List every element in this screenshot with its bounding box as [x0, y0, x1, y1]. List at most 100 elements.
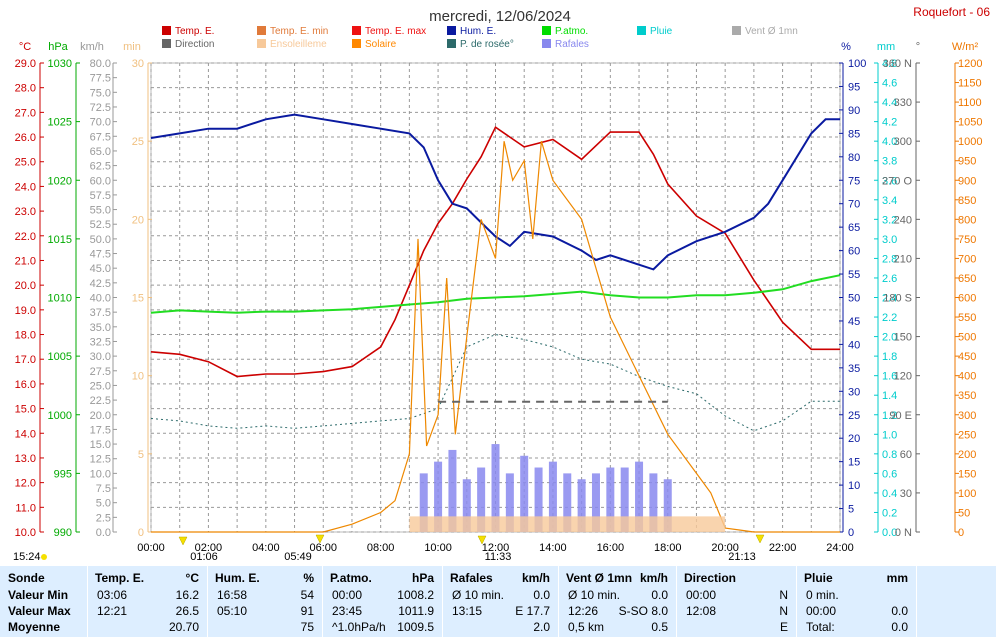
- tick-label: 20: [132, 214, 144, 226]
- tick-label: 1100: [958, 97, 982, 109]
- summary-cell: 0,5 km: [568, 620, 605, 634]
- tick-label: 18.0: [15, 330, 36, 342]
- tick-label: 0: [958, 527, 964, 539]
- sun-time-label: 01:06: [190, 551, 218, 563]
- tick-label: 15.0: [90, 439, 111, 451]
- summary-cell: 00:00: [806, 604, 837, 618]
- tick-label: 1.4: [882, 390, 897, 402]
- summary-cell: N: [779, 604, 788, 618]
- tick-label: 27.0: [15, 107, 36, 119]
- summary-cell: hPa: [411, 571, 434, 585]
- tick-label: 950: [958, 156, 976, 168]
- tick-label: 500: [958, 332, 976, 344]
- tick-label: 17.0: [15, 354, 36, 366]
- tick-label: 50.0: [90, 234, 111, 246]
- tick-label: 15: [848, 457, 860, 469]
- tick-label: 80: [848, 152, 860, 164]
- tick-label: 750: [958, 234, 976, 246]
- axis-unit: hPa: [48, 41, 68, 53]
- series-line: [150, 274, 841, 314]
- summary-cell: 0.0: [651, 588, 668, 602]
- tick-label: 29.0: [15, 58, 36, 70]
- legend-swatch: [162, 39, 171, 48]
- summary-cell: 0.5: [651, 620, 668, 634]
- tick-label: 55: [848, 269, 860, 281]
- legend-swatch: [732, 26, 741, 35]
- series-line: [150, 113, 840, 271]
- tick-label: 0 N: [895, 527, 912, 539]
- tick-label: 2.8: [882, 253, 897, 265]
- tick-label: 32.5: [90, 336, 111, 348]
- tick-label: 400: [958, 371, 976, 383]
- tick-label: 24.0: [15, 181, 36, 193]
- chart-title: mercredi, 12/06/2024: [429, 8, 571, 25]
- summary-column: Temp. E. °C 03:06 16.2 12:21 26.5 20.70: [87, 566, 208, 637]
- tick-label: 2.4: [882, 293, 897, 305]
- tick-label: 70: [848, 199, 860, 211]
- summary-cell: 03:06: [97, 588, 128, 602]
- tick-label: 4.4: [882, 97, 897, 109]
- time-tick-label: 16:00: [597, 542, 625, 554]
- tick-label: 5: [848, 504, 854, 516]
- tick-label: 40.0: [90, 293, 111, 305]
- tick-label: 120: [894, 371, 912, 383]
- tick-label: 65.0: [90, 146, 111, 158]
- tick-label: 10.0: [15, 527, 36, 539]
- legend-swatch: [162, 26, 171, 35]
- sun-marker: [477, 535, 487, 545]
- gust-bar: [462, 479, 471, 532]
- tick-label: 95: [848, 81, 860, 93]
- summary-cell: 91: [300, 604, 314, 618]
- axis-unit-labels: °C hPa km/h min% mm ° W/m²: [19, 41, 979, 53]
- tick-label: 200: [958, 449, 976, 461]
- tick-label: 77.5: [90, 73, 111, 85]
- tick-label: 4.2: [882, 117, 897, 129]
- tick-label: 37.5: [90, 307, 111, 319]
- summary-cell: Sonde: [8, 571, 45, 585]
- summary-column: Direction 00:00 N 12:08 N E: [676, 566, 797, 637]
- summary-column: P.atmo. hPa 00:00 1008.2 23:45 1011.9 ^1.0hPa/…: [322, 566, 443, 637]
- tick-label: 12.0: [15, 478, 36, 490]
- gust-bar: [577, 479, 586, 532]
- axis-unit: km/h: [80, 41, 104, 53]
- tick-label: 0.4: [882, 488, 897, 500]
- summary-cell: Hum. E.: [215, 571, 260, 585]
- legend-swatch: [447, 39, 456, 48]
- summary-cell: 1011.9: [398, 604, 434, 618]
- summary-cell: 75: [300, 620, 314, 634]
- tick-label: 25: [848, 410, 860, 422]
- time-tick-label: 14:00: [539, 542, 567, 554]
- summary-cell: 0.0: [891, 620, 908, 634]
- tick-label: 30: [132, 58, 144, 70]
- tick-label: 2.5: [96, 512, 111, 524]
- tick-label: 50: [958, 507, 970, 519]
- legend-label: Vent Ø 1mn: [745, 26, 798, 37]
- tick-label: 50: [848, 293, 860, 305]
- tick-label: 3.6: [882, 175, 897, 187]
- summary-cell: 20.70: [168, 620, 199, 634]
- tick-label: 1200: [958, 58, 982, 70]
- axis-unit: °: [916, 41, 920, 53]
- tick-label: 30: [900, 488, 912, 500]
- tick-label: 850: [958, 195, 976, 207]
- tick-label: 20.0: [90, 410, 111, 422]
- tick-label: 700: [958, 253, 976, 265]
- summary-cell: 54: [300, 588, 314, 602]
- summary-cell: 26.5: [175, 604, 199, 618]
- summary-cell: Valeur Min: [8, 588, 69, 602]
- time-tick-label: 04:00: [252, 542, 280, 554]
- tick-label: 11.0: [15, 502, 36, 514]
- tick-label: 300: [958, 410, 976, 422]
- time-tick-label: 24:00: [826, 542, 854, 554]
- tick-label: 30: [848, 386, 860, 398]
- axis-unit: %: [841, 41, 851, 53]
- time-tick-label: 08:00: [367, 542, 395, 554]
- time-tick-label: 06:00: [309, 542, 337, 554]
- legend-label: Temp. E. min: [270, 26, 328, 37]
- tick-label: 75.0: [90, 87, 111, 99]
- summary-cell: Pluie: [804, 571, 833, 585]
- tick-label: 60.0: [90, 175, 111, 187]
- tick-label: 4.6: [882, 78, 897, 90]
- axes: 29.0 28.0 27.0 26.0 25.0 24.0 23.0 22.0 21.0 20.0…: [15, 58, 983, 554]
- summary-cell: 12:08: [686, 604, 717, 618]
